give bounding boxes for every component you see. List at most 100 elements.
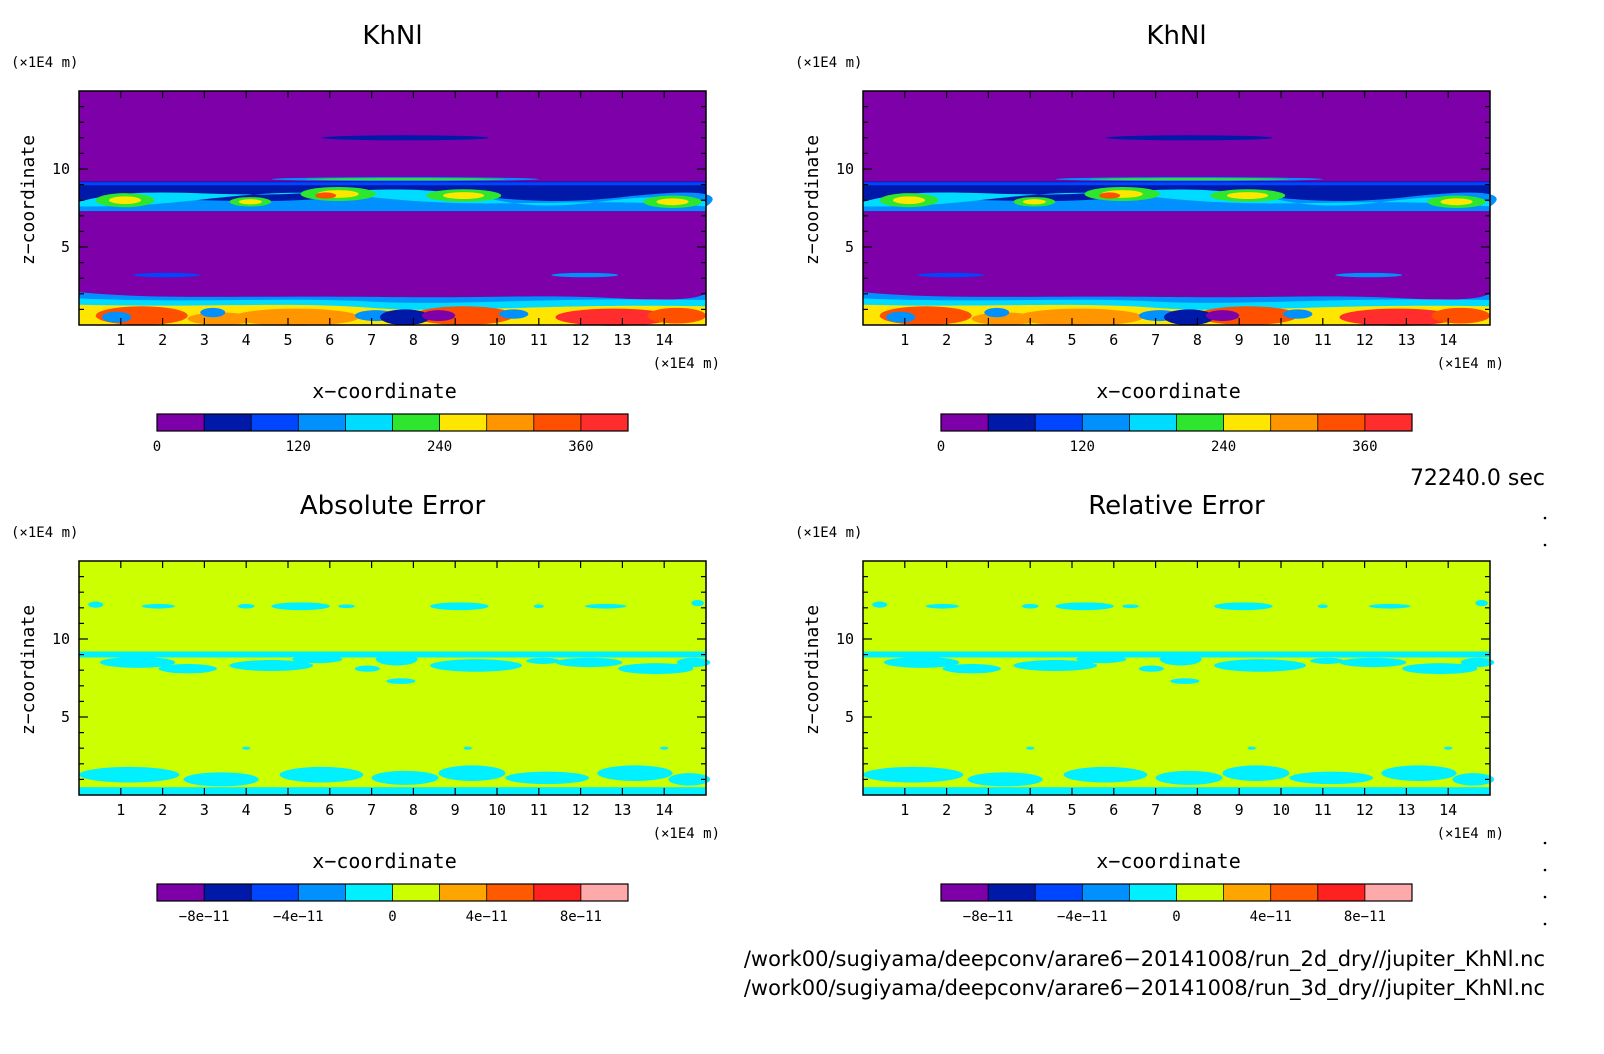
contour-fill xyxy=(430,659,523,672)
x-tick-label: 7 xyxy=(367,801,376,819)
x-tick-label: 2 xyxy=(942,331,951,349)
x-tick-label: 4 xyxy=(1026,801,1035,819)
x-tick-label: 13 xyxy=(613,801,631,819)
contour-fill xyxy=(158,663,217,674)
x-unit-label: (×1E4 m) xyxy=(1437,356,1504,372)
contour-fill xyxy=(1055,602,1114,611)
contour-fill xyxy=(386,678,416,684)
colorbar-swatch xyxy=(251,884,299,901)
x-tick-label: 5 xyxy=(1067,331,1076,349)
x-tick-label: 13 xyxy=(1397,801,1415,819)
x-tick-label: 9 xyxy=(451,801,460,819)
colorbar-label: −4e−11 xyxy=(1057,909,1108,925)
x-tick-label: 13 xyxy=(1397,331,1415,349)
contour-fill xyxy=(1159,653,1202,666)
colorbar-label: 240 xyxy=(427,439,452,455)
colorbar-swatch xyxy=(1035,884,1083,901)
colorbar-swatch xyxy=(988,884,1036,901)
contour-fill xyxy=(584,603,627,609)
x-tick-label: 12 xyxy=(1356,331,1374,349)
contour-fill xyxy=(229,660,314,671)
colorbar-label: 4e−11 xyxy=(1250,909,1292,925)
x-tick-label: 5 xyxy=(1067,801,1076,819)
contour-fill xyxy=(863,182,1490,186)
contour-fill xyxy=(1222,765,1290,781)
x-axis-label: x−coordinate xyxy=(312,849,457,873)
contour-fill xyxy=(1335,272,1403,278)
contour-fill xyxy=(967,772,1043,787)
contour-fill xyxy=(1105,135,1273,141)
contour-fill xyxy=(1452,773,1495,786)
x-tick-label: 1 xyxy=(900,801,909,819)
contour-fill xyxy=(379,309,431,326)
contour-fill xyxy=(237,603,255,609)
y-axis-label: z−coordinate xyxy=(802,605,823,735)
colorbar-swatch xyxy=(988,414,1036,431)
contour-fill xyxy=(79,189,706,207)
contour-fill xyxy=(1460,657,1495,668)
contour-fill xyxy=(430,602,489,611)
y-tick-label: 5 xyxy=(61,708,70,726)
dot-marker xyxy=(1543,868,1547,872)
contour-fill xyxy=(1013,660,1098,671)
contour-fill xyxy=(1368,603,1411,609)
colorbar-label: 0 xyxy=(153,439,161,455)
contour-fill xyxy=(1088,178,1290,181)
x-tick-label: 14 xyxy=(1439,331,1457,349)
contour-fill xyxy=(79,787,706,795)
colorbar-label: 120 xyxy=(286,439,311,455)
x-unit-label: (×1E4 m) xyxy=(653,356,720,372)
colorbar-swatch xyxy=(1364,884,1413,901)
contour-fill xyxy=(183,772,259,787)
colorbar-swatch xyxy=(1176,414,1225,431)
contour-fill xyxy=(141,603,176,609)
x-tick-label: 4 xyxy=(242,801,251,819)
contour-fill xyxy=(1381,765,1457,781)
time-label: 72240.0 sec xyxy=(1410,466,1545,491)
colorbar-swatch xyxy=(1317,414,1366,431)
dot-marker xyxy=(1543,895,1547,899)
contour-fill xyxy=(1283,309,1313,319)
colorbar-swatch xyxy=(1035,414,1083,431)
colorbar-swatch xyxy=(1223,884,1272,901)
contour-fill xyxy=(238,199,262,205)
colorbar-swatch xyxy=(533,414,582,431)
contour-fill xyxy=(1226,192,1269,199)
contour-fill xyxy=(1339,308,1457,326)
contour-fill xyxy=(421,310,456,322)
colorbar-label: 0 xyxy=(937,439,945,455)
y-tick-label: 10 xyxy=(52,630,70,648)
contour-fill xyxy=(597,765,673,781)
contour-fill xyxy=(1026,746,1035,750)
contour-fill xyxy=(1076,655,1127,664)
colorbar-swatch xyxy=(580,884,629,901)
colorbar-swatch xyxy=(392,884,441,901)
colorbar-swatch xyxy=(392,414,441,431)
contour-fill xyxy=(99,656,176,668)
contour-fill xyxy=(1402,663,1478,675)
colorbar-swatch xyxy=(1223,414,1272,431)
contour-fill xyxy=(242,746,251,750)
colorbar-swatch xyxy=(1176,884,1225,901)
colorbar-swatch xyxy=(1317,884,1366,901)
contour-fill xyxy=(1022,199,1046,205)
x-tick-label: 9 xyxy=(451,331,460,349)
contour-fill xyxy=(1099,192,1121,199)
contour-fill xyxy=(668,773,711,786)
contour-fill xyxy=(647,307,706,324)
panel-title: Relative Error xyxy=(1088,491,1265,521)
colorbar-swatch xyxy=(1270,414,1319,431)
contour-fill xyxy=(551,272,619,278)
colorbar-label: 0 xyxy=(1172,909,1180,925)
colorbar-swatch xyxy=(941,414,989,431)
colorbar-label: −4e−11 xyxy=(273,909,324,925)
y-tick-label: 10 xyxy=(836,160,854,178)
contour-fill xyxy=(925,603,960,609)
z-unit-label: (×1E4 m) xyxy=(795,55,862,71)
colorbar-label: −8e−11 xyxy=(963,909,1014,925)
x-tick-label: 14 xyxy=(1439,801,1457,819)
contour-fill xyxy=(200,307,226,318)
contour-fill xyxy=(1205,310,1240,322)
